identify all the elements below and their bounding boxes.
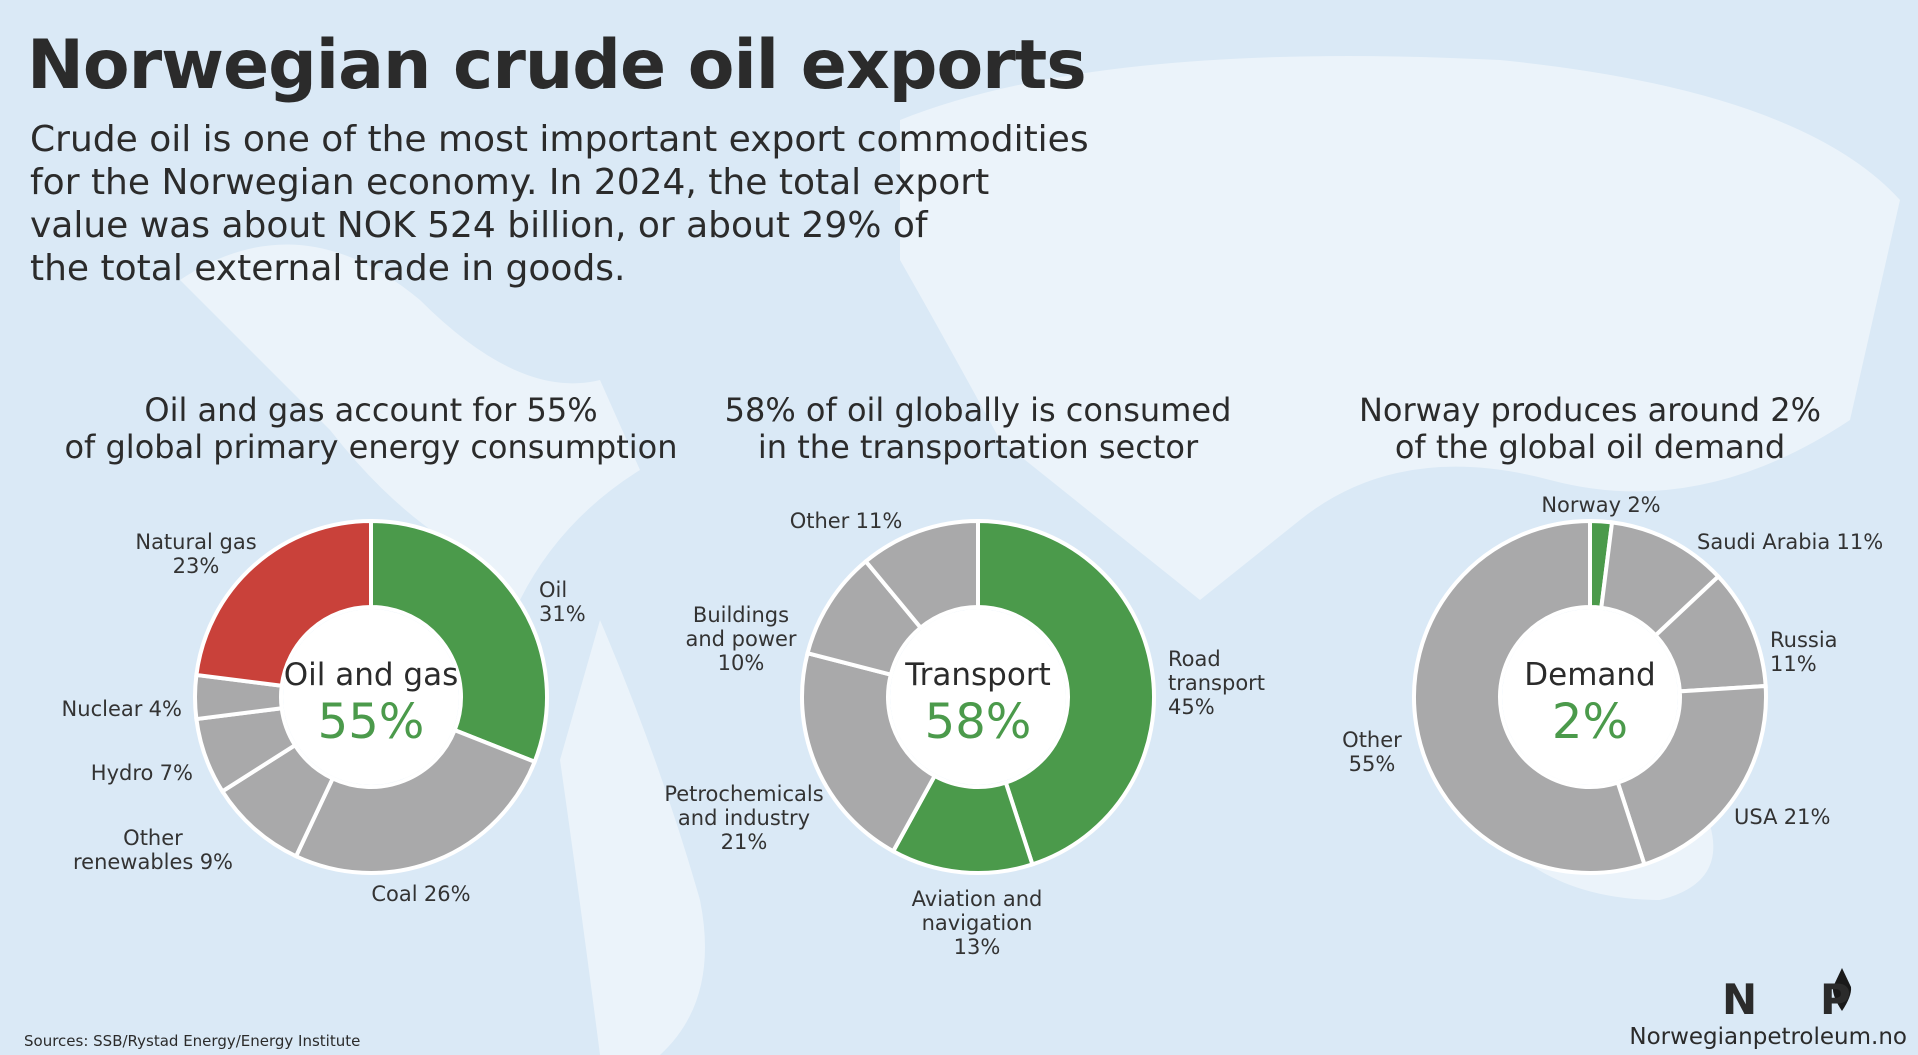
- value-label: 31%: [539, 602, 586, 626]
- donut-segment: [1412, 518, 1647, 875]
- value-label: 9%: [199, 850, 234, 874]
- category-label: Saudi Arabia: [1697, 530, 1831, 554]
- value-label: 11%: [1770, 652, 1817, 676]
- category-label: Other: [789, 509, 850, 533]
- segment-label: Petrochemicals and industry 21%: [594, 782, 894, 854]
- segment-label: Saudi Arabia 11%: [1697, 530, 1883, 554]
- donut-hole: [283, 609, 459, 785]
- logo-letter: P: [1820, 975, 1851, 1024]
- website: Norwegianpetroleum.no: [1629, 1024, 1907, 1050]
- subtitle: Crude oil is one of the most important e…: [30, 119, 1089, 289]
- value-label: 45%: [1168, 695, 1215, 719]
- logo-drop: [1832, 968, 1852, 1011]
- value-label: 10%: [717, 651, 765, 675]
- segment-label: Other renewables 9%: [3, 826, 303, 874]
- segment-label: USA 21%: [1734, 805, 1830, 829]
- segment-label: Aviation and navigation 13%: [827, 887, 1127, 959]
- donut-segment: [1615, 683, 1768, 867]
- segment-label: Hydro 7%: [91, 761, 193, 785]
- donut-hole: [890, 609, 1066, 785]
- donut-segment: [369, 518, 549, 765]
- category-label: Other renewables: [72, 826, 194, 874]
- donut-segment: [194, 518, 373, 688]
- continent: [180, 244, 640, 600]
- chart-title: Oil and gas account for 55% of global pr…: [64, 391, 678, 466]
- continent: [900, 56, 1900, 600]
- category-label: Oil: [539, 578, 568, 602]
- value-label: 21%: [1783, 805, 1831, 829]
- donut-segment: [976, 518, 1156, 867]
- donut-segment: [862, 518, 980, 631]
- sources: Sources: SSB/Rystad Energy/Energy Instit…: [24, 1032, 361, 1050]
- segment-label: Nuclear 4%: [62, 697, 182, 721]
- category-label: Buildings and power: [685, 603, 797, 651]
- title: Norwegian crude oil exports: [27, 26, 1087, 105]
- category-label: Norway: [1541, 493, 1622, 517]
- category-label: Road transport: [1168, 647, 1266, 695]
- segment-label: Coal 26%: [271, 882, 571, 906]
- segment-label: Norway 2%: [1451, 493, 1751, 517]
- center-label: Demand: [1524, 657, 1656, 693]
- center-value: 58%: [924, 694, 1032, 750]
- category-label: Nuclear: [61, 697, 143, 721]
- category-label: Other: [1342, 728, 1402, 752]
- segment-label: Oil 31%: [539, 578, 586, 626]
- category-label: USA: [1734, 805, 1778, 829]
- donut-hole: [1502, 609, 1678, 785]
- segment-label: Other 11%: [696, 509, 996, 533]
- continent: [560, 620, 705, 1055]
- segment-label: Natural gas 23%: [46, 530, 346, 578]
- value-label: 11%: [1836, 530, 1884, 554]
- value-label: 2%: [1627, 493, 1661, 517]
- category-label: Petrochemicals and industry: [664, 782, 824, 830]
- value-label: 7%: [159, 761, 193, 785]
- value-label: 23%: [172, 554, 220, 578]
- value-label: 21%: [720, 830, 768, 854]
- donut-segment: [293, 727, 538, 875]
- chart-title: 58% of oil globally is consumed in the t…: [724, 391, 1232, 466]
- segment-label: Road transport 45%: [1168, 647, 1265, 719]
- center-label: Transport: [905, 657, 1051, 693]
- segment-label: Buildings and power 10%: [591, 603, 891, 675]
- chart-title: Norway produces around 2% of the global …: [1358, 391, 1822, 466]
- value-label: 4%: [148, 697, 182, 721]
- category-label: Natural gas: [135, 530, 257, 554]
- value-label: 55%: [1348, 752, 1396, 776]
- donut-segment: [800, 650, 938, 854]
- category-label: Hydro: [90, 761, 154, 785]
- category-label: Aviation and navigation: [911, 887, 1043, 935]
- center-label: Oil and gas: [283, 657, 459, 693]
- value-label: 26%: [423, 882, 471, 906]
- center-value: 2%: [1551, 694, 1629, 750]
- logo-letter: N: [1722, 975, 1758, 1024]
- segment-label: Russia 11%: [1770, 628, 1838, 676]
- value-label: 11%: [855, 509, 903, 533]
- category-label: Russia: [1770, 628, 1838, 652]
- center-value: 55%: [317, 694, 425, 750]
- value-label: 13%: [953, 935, 1001, 959]
- segment-label: Other 55%: [1222, 728, 1522, 776]
- category-label: Coal: [371, 882, 418, 906]
